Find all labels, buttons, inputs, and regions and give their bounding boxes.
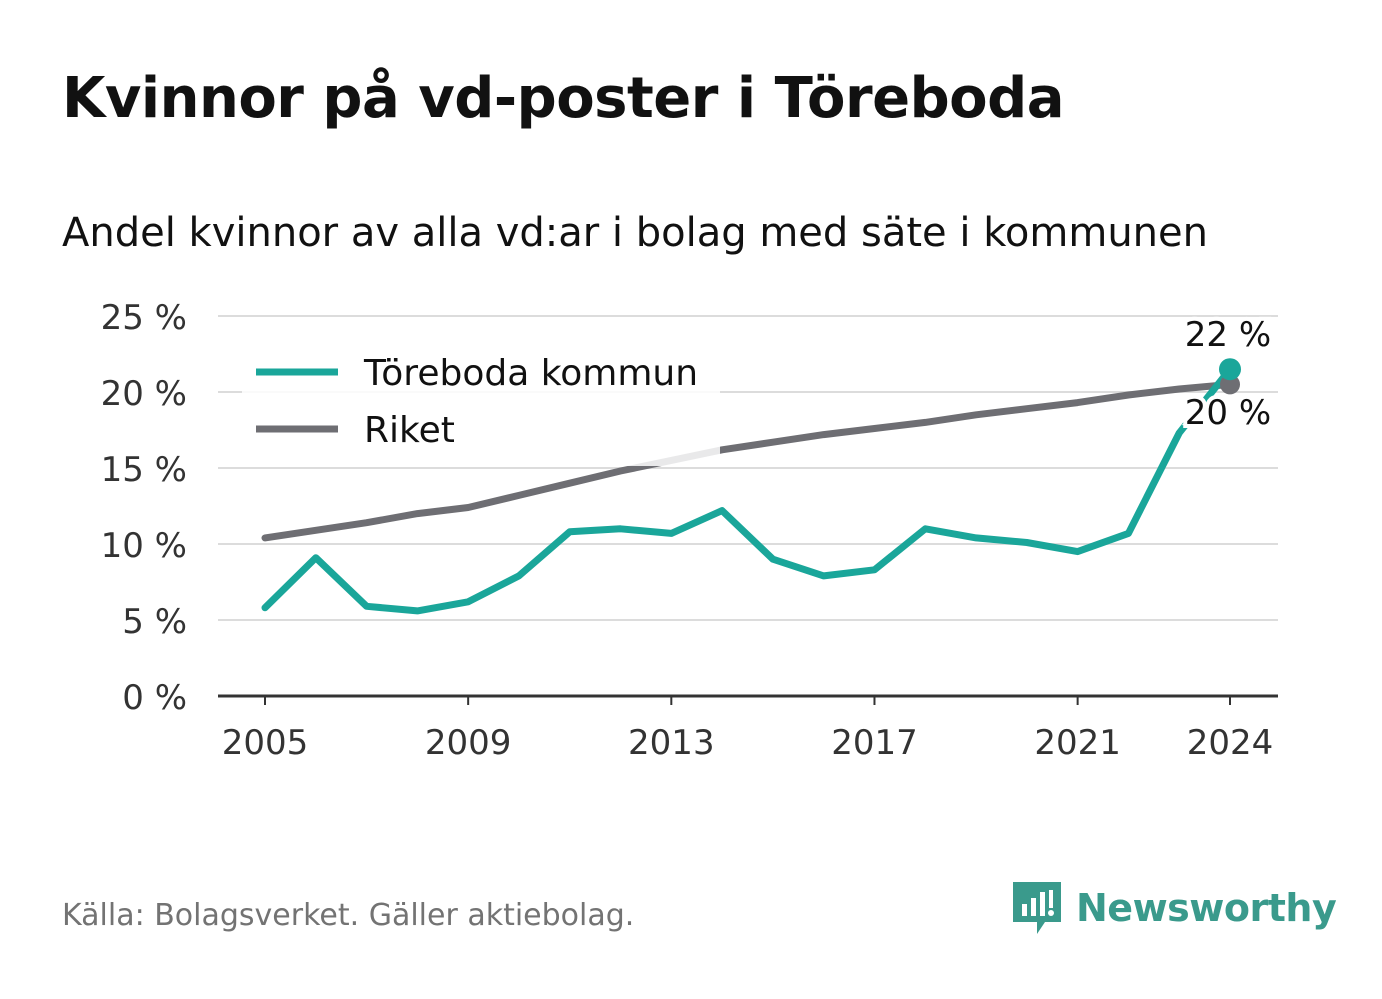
chart-title: Kvinnor på vd-poster i Töreboda bbox=[62, 66, 1065, 131]
y-axis-ticks: 0 % 5 % 10 % 15 % 20 % 25 % bbox=[101, 298, 187, 718]
legend-background bbox=[242, 348, 720, 466]
end-marker bbox=[1219, 358, 1241, 381]
series-line bbox=[261, 380, 1234, 542]
y-tick-label: 5 % bbox=[122, 602, 187, 642]
series-line bbox=[261, 365, 1234, 615]
x-tick-label: 2005 bbox=[222, 723, 309, 763]
end-marker bbox=[1220, 374, 1240, 395]
x-tick-label: 2013 bbox=[628, 723, 715, 763]
legend: Töreboda kommun Riket bbox=[242, 348, 720, 466]
brand-name: Newsworthy bbox=[1076, 886, 1337, 930]
newsworthy-logo: Newsworthy bbox=[1010, 878, 1337, 938]
x-axis: 2005 2009 2013 2017 2021 2024 bbox=[218, 694, 1278, 763]
x-tick-label: 2017 bbox=[831, 723, 918, 763]
y-tick-label: 15 % bbox=[101, 450, 187, 490]
y-tick-label: 0 % bbox=[122, 678, 187, 718]
legend-label: Riket bbox=[364, 410, 455, 451]
chart-subtitle: Andel kvinnor av alla vd:ar i bolag med … bbox=[62, 210, 1208, 256]
y-tick-label: 10 % bbox=[101, 526, 187, 566]
x-tick-label: 2021 bbox=[1034, 723, 1121, 763]
y-tick-label: 25 % bbox=[101, 298, 187, 338]
y-tick-label: 20 % bbox=[101, 374, 187, 414]
legend-label: Töreboda kommun bbox=[363, 353, 698, 394]
newsworthy-logo-icon bbox=[1013, 882, 1061, 934]
end-labels: 22 % 20 % bbox=[1181, 311, 1275, 437]
end-label: 22 % bbox=[1185, 315, 1271, 355]
series-lines bbox=[261, 365, 1234, 615]
source-note: Källa: Bolagsverket. Gäller aktiebolag. bbox=[62, 898, 635, 933]
x-tick-label: 2024 bbox=[1187, 723, 1274, 763]
end-label: 20 % bbox=[1185, 393, 1271, 433]
x-tick-label: 2009 bbox=[425, 723, 512, 763]
